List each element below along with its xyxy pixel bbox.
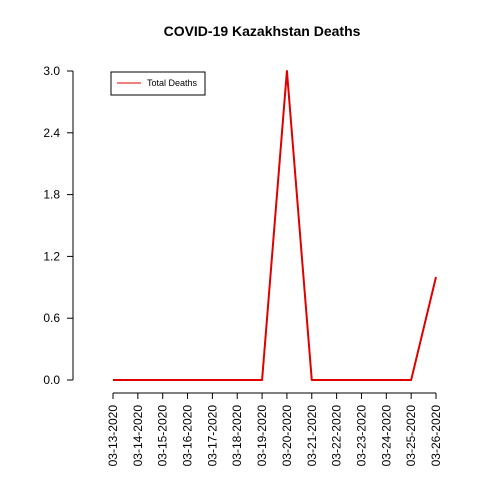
x-tick-label: 03-13-2020: [106, 405, 120, 467]
legend-label: Total Deaths: [147, 78, 198, 88]
x-tick-label: 03-25-2020: [404, 405, 418, 467]
x-tick-label: 03-18-2020: [230, 405, 244, 467]
x-tick-label: 03-19-2020: [255, 405, 269, 467]
y-tick-label: 1.2: [43, 249, 60, 263]
x-tick-label: 03-17-2020: [205, 405, 219, 467]
y-tick-label: 2.4: [43, 126, 60, 140]
series-line-total-deaths: [113, 71, 436, 380]
x-tick-label: 03-24-2020: [379, 405, 393, 467]
y-tick-label: 3.0: [43, 64, 60, 78]
y-tick-label: 1.8: [43, 188, 60, 202]
x-tick-label: 03-21-2020: [305, 405, 319, 467]
series-layer: [113, 71, 436, 380]
x-tick-label: 03-22-2020: [330, 405, 344, 467]
y-axis-ticks: 0.0 0.6 1.2 1.8 2.4 3.0: [43, 64, 73, 387]
x-tick-label: 03-26-2020: [429, 405, 443, 467]
x-tick-label: 03-20-2020: [280, 405, 294, 467]
x-axis-ticks: 03-13-2020 03-14-2020 03-15-2020 03-16-2020…: [106, 393, 443, 466]
x-tick-label: 03-23-2020: [354, 405, 368, 467]
y-tick-label: 0.0: [43, 373, 60, 387]
x-tick-label: 03-16-2020: [181, 405, 195, 467]
y-tick-label: 0.6: [43, 311, 60, 325]
x-tick-label: 03-15-2020: [156, 405, 170, 467]
legend: Total Deaths: [111, 72, 205, 95]
x-tick-label: 03-14-2020: [131, 405, 145, 467]
chart-title: COVID-19 Kazakhstan Deaths: [164, 23, 361, 39]
